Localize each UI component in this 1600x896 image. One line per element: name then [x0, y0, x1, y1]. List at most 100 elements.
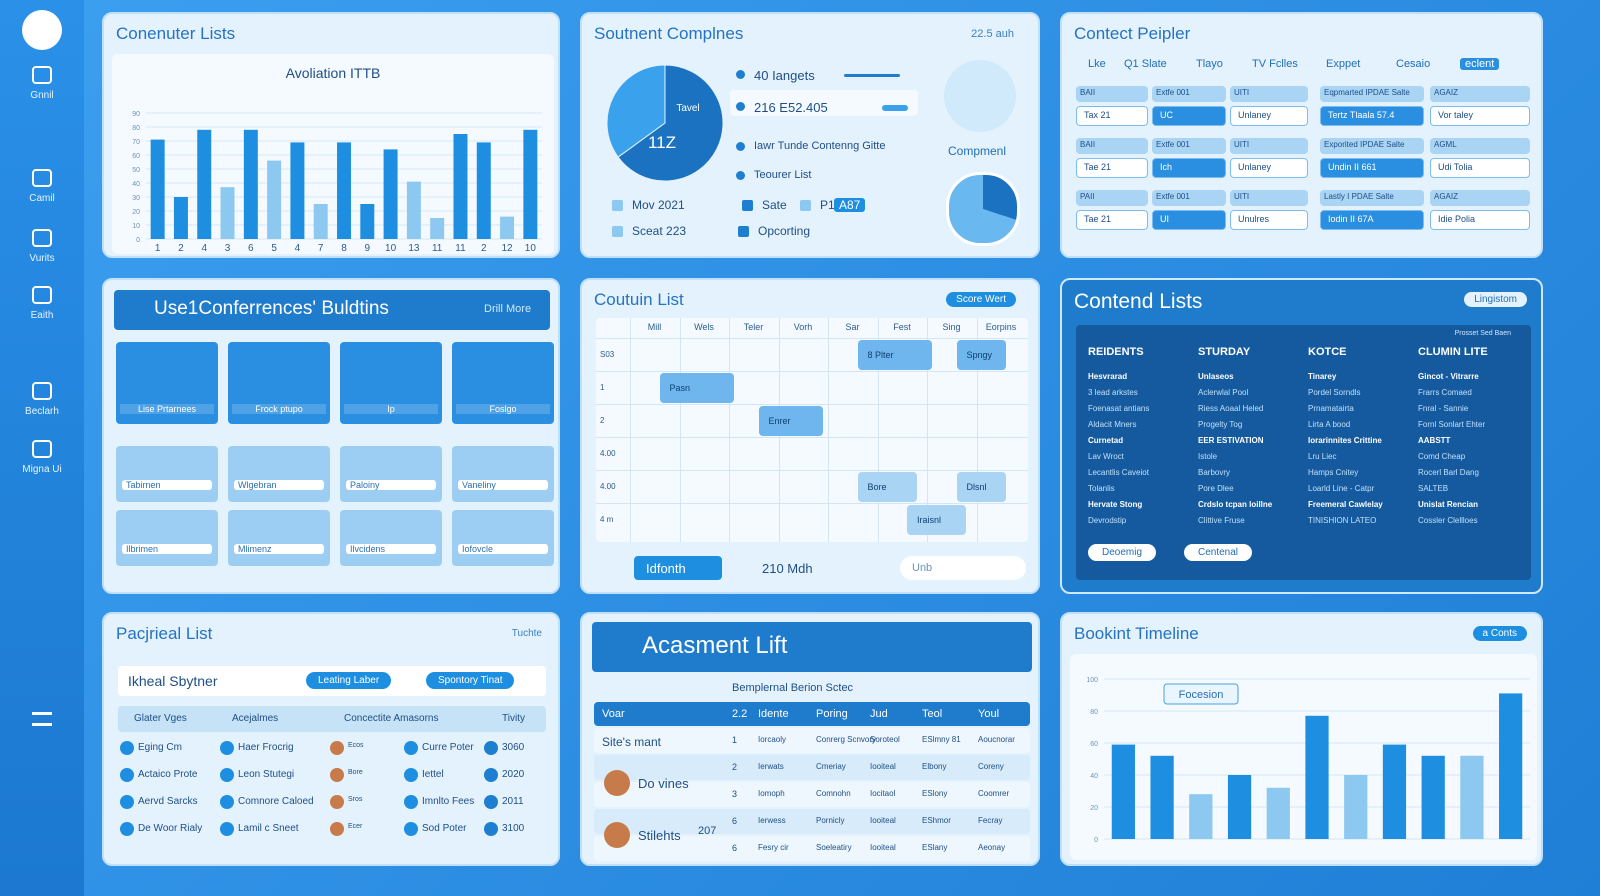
header-cell [1076, 138, 1148, 154]
tab[interactable]: eclent [1460, 58, 1500, 70]
menu-icon[interactable] [32, 712, 52, 726]
tab[interactable]: Cesaio [1396, 58, 1431, 70]
panel-title: Contect Peipler [1074, 24, 1191, 43]
event-text[interactable]: Dlsnl [966, 482, 987, 492]
row-line [596, 404, 1028, 405]
nav-icon[interactable] [32, 229, 52, 247]
nav-icon[interactable] [32, 286, 52, 304]
event-text[interactable]: Enrer [768, 416, 791, 426]
field-text[interactable]: UI [1160, 214, 1169, 224]
field-text[interactable]: Tae 21 [1084, 214, 1112, 224]
header-text: Exporited IPDAE Salte [1324, 140, 1405, 149]
header-cell [1430, 138, 1530, 154]
x-tick-label: 4 [201, 243, 207, 254]
y-tick-label: 50 [132, 167, 140, 174]
panel: Use1Conferrences' Buldtins Drill More Lise… [102, 278, 560, 594]
header-bar [592, 622, 1032, 672]
x-tick-label: 7 [318, 243, 324, 254]
event-text[interactable]: Bore [867, 482, 887, 492]
link[interactable]: Drill More [484, 303, 532, 315]
panel: Contend Lists Lingistom Prosset Sed Baen RE… [1060, 278, 1543, 594]
cell: 3100 [502, 823, 525, 834]
bar [523, 129, 538, 239]
tile-label[interactable]: Frock ptupo [232, 404, 326, 414]
menu[interactable]: Tuchte [511, 628, 542, 639]
field-text[interactable]: Unlaney [1238, 110, 1272, 120]
progress-row [730, 90, 918, 116]
nav-label: Beclarh [25, 406, 59, 417]
search-text[interactable]: Ikheal Sbytner [128, 673, 218, 689]
bar [1305, 715, 1329, 839]
field-text[interactable]: Idie Polia [1438, 214, 1476, 224]
column-header: Jud [870, 708, 888, 720]
button[interactable]: Leating Laber [306, 672, 392, 689]
tab[interactable]: Lke [1088, 58, 1106, 70]
bar [453, 134, 468, 239]
field-text[interactable]: Tax 21 [1084, 110, 1111, 120]
tab[interactable]: Q1 Slate [1124, 58, 1167, 70]
event-text[interactable]: Spngy [966, 350, 993, 360]
nav-icon[interactable] [32, 66, 52, 84]
avatar [330, 795, 344, 809]
x-tick-label: 6 [248, 243, 254, 254]
button[interactable]: Score Wert [946, 292, 1016, 307]
column-line: EER ESTIVATION [1198, 436, 1264, 445]
cell: 2011 [502, 796, 524, 807]
cell: 3060 [502, 742, 525, 753]
x-tick-label: 8 [341, 243, 347, 254]
column-header: Idente [758, 708, 789, 720]
nav-icon[interactable] [32, 382, 52, 400]
column-line: Cossler Clellloes [1418, 516, 1478, 525]
bar [1421, 755, 1445, 839]
note: Prosset Sed Baen [1454, 330, 1511, 337]
field-text[interactable]: Udi Tolia [1438, 162, 1473, 172]
y-tick-label: 40 [132, 181, 140, 188]
column-line: Barbovry [1198, 468, 1231, 477]
event-text[interactable]: Iraisnl [917, 515, 942, 525]
button[interactable]: a Conts [1472, 626, 1527, 641]
nav-label: Migna Ui [22, 464, 62, 475]
avatar [484, 822, 498, 836]
tile-label[interactable]: Ip [344, 404, 438, 414]
tile-label[interactable]: Lise Prtarnees [120, 404, 214, 414]
nav-icon[interactable] [32, 440, 52, 458]
event-text[interactable]: Pasn [669, 383, 691, 393]
column-line: Tinarey [1308, 372, 1337, 381]
field-text[interactable]: Undin II 661 [1328, 162, 1377, 172]
header-text: UITI [1234, 192, 1250, 201]
tab[interactable]: Exppet [1326, 58, 1361, 70]
field-text[interactable]: Tae 21 [1084, 162, 1112, 172]
field [1076, 210, 1148, 230]
tile-label[interactable]: Foslgo [456, 404, 550, 414]
field-text[interactable]: Tertz Tlaala 57.4 [1328, 110, 1395, 120]
column-line: Lecantlis Caveiot [1088, 468, 1149, 477]
y-tick-label: 0 [136, 237, 140, 244]
tab[interactable]: Tlayo [1196, 58, 1223, 70]
cell: Sros [348, 796, 363, 803]
button[interactable]: Centenal [1184, 544, 1253, 561]
subtitle: Bemplernal Berion Sctec [732, 682, 854, 694]
column-header: Poring [816, 708, 848, 720]
row-name: Do vines [638, 776, 689, 791]
field-text[interactable]: UC [1160, 110, 1173, 120]
field-text[interactable]: Ich [1160, 162, 1173, 172]
x-tick-label: 1 [155, 243, 161, 254]
field-text[interactable]: Vor taley [1438, 110, 1474, 120]
avatar [220, 795, 234, 809]
field-text[interactable]: Unlaney [1238, 162, 1272, 172]
tab[interactable]: TV Fclles [1252, 58, 1298, 70]
footer-text[interactable]: Unb [912, 562, 933, 574]
cell: Pornicly [816, 816, 845, 825]
field-text[interactable]: Iodin II 67A [1328, 214, 1374, 224]
button[interactable]: Spontory Tinat [426, 672, 515, 689]
avatar [404, 822, 418, 836]
field-text[interactable]: Unulres [1238, 214, 1270, 224]
footer-text[interactable]: Idfonth [646, 561, 686, 576]
bar [197, 129, 212, 239]
event-text[interactable]: 8 Plter [867, 350, 894, 360]
cell: Comnore Caloed [238, 796, 314, 807]
nav-icon[interactable] [32, 169, 52, 187]
button[interactable]: Deoemig [1088, 544, 1157, 561]
button[interactable]: Lingistom [1464, 292, 1527, 307]
column-line: Hamps Cnitey [1308, 468, 1359, 477]
